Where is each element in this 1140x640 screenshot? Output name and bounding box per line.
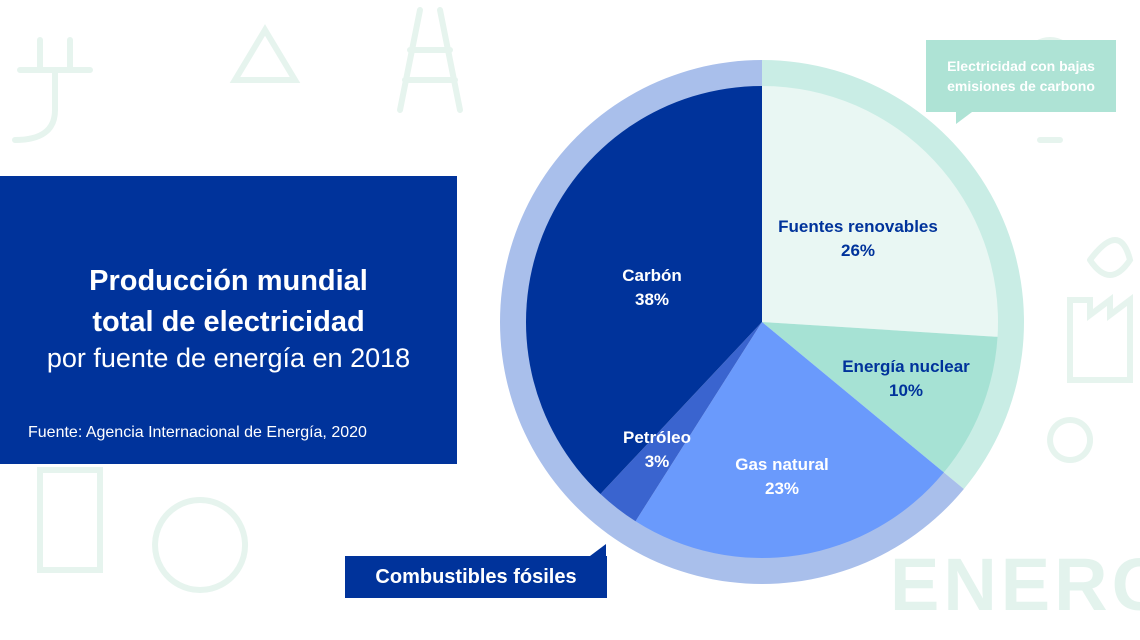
slice-label-petroleo: Petróleo bbox=[623, 428, 691, 447]
slice-value-petroleo: 3% bbox=[645, 452, 670, 471]
energy-background-text: ENERGY bbox=[890, 543, 1140, 626]
low-carbon-callout-pointer bbox=[956, 112, 972, 124]
slice-value-fuentes-renovables: 26% bbox=[841, 241, 875, 260]
title-panel: Producción mundial total de electricidad… bbox=[0, 176, 457, 464]
pie-slice-energia-nuclear bbox=[762, 322, 998, 473]
pie-slice-carbon bbox=[526, 86, 762, 495]
low-carbon-callout: Electricidad con bajas emisiones de carb… bbox=[926, 40, 1116, 112]
pylon-icon bbox=[397, 7, 463, 113]
pie-slice-gas-natural bbox=[635, 322, 944, 558]
slice-value-gas-natural: 23% bbox=[765, 479, 799, 498]
pie-slice-fuentes-renovables bbox=[762, 86, 998, 337]
pie-slice-petroleo bbox=[600, 322, 762, 522]
fossil-fuels-callout-pointer bbox=[590, 544, 606, 556]
slice-value-carbon: 38% bbox=[635, 290, 669, 309]
low-carbon-callout-line1: Electricidad con bajas bbox=[947, 58, 1095, 74]
fossil-fuels-ring bbox=[500, 60, 964, 584]
factory-icon bbox=[1067, 294, 1133, 383]
slice-label-gas-natural: Gas natural bbox=[735, 455, 829, 474]
low-carbon-callout-line2: emisiones de carbono bbox=[947, 78, 1095, 94]
globe-icon bbox=[152, 497, 249, 593]
chart-title-line2: total de electricidad bbox=[92, 306, 365, 338]
source-note: Fuente: Agencia Internacional de Energía… bbox=[28, 424, 367, 441]
outlet-icon bbox=[1047, 417, 1093, 463]
slice-value-energia-nuclear: 10% bbox=[889, 381, 923, 400]
slice-label-energia-nuclear: Energía nuclear bbox=[842, 357, 970, 376]
plug-icon bbox=[12, 37, 93, 143]
leaf-icon bbox=[1087, 237, 1134, 278]
low-carbon-ring bbox=[762, 60, 1024, 490]
chart-subtitle: por fuente de energía en 2018 bbox=[46, 343, 411, 373]
fossil-fuels-callout: Combustibles fósiles bbox=[345, 556, 607, 598]
slice-label-carbon: Carbón bbox=[622, 266, 682, 285]
slice-label-fuentes-renovables: Fuentes renovables bbox=[778, 217, 938, 236]
chart-title-line1: Producción mundial bbox=[89, 265, 368, 297]
warning-icon bbox=[229, 24, 301, 83]
